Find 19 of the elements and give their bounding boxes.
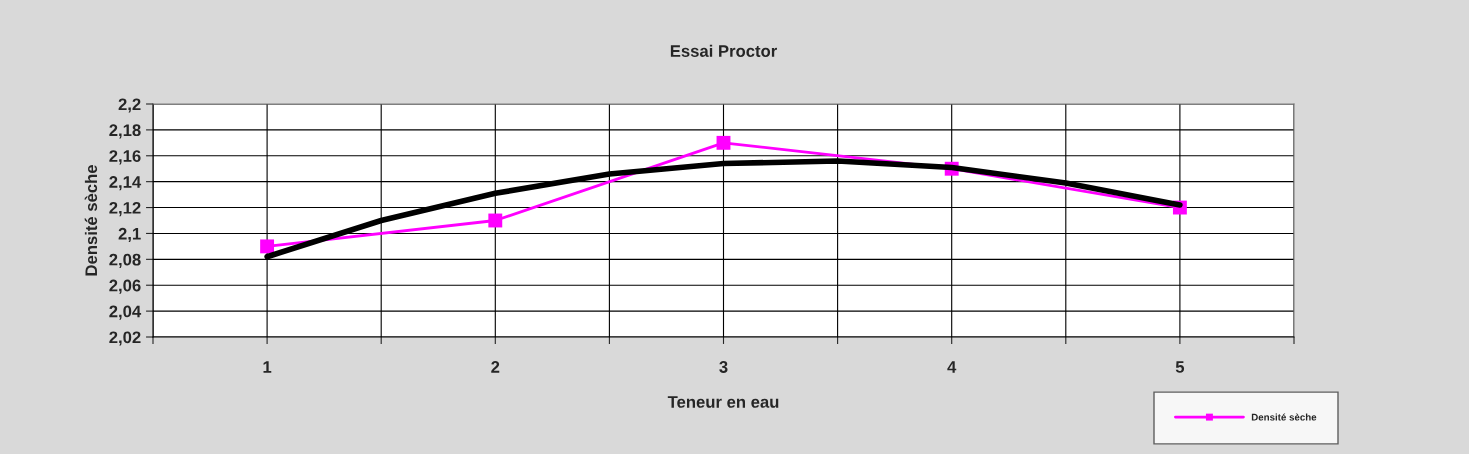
- chart-title: Essai Proctor: [670, 44, 777, 57]
- y-tick-label: 2,04: [109, 305, 142, 320]
- x-axis-title: Teneur en eau: [667, 396, 779, 408]
- x-tick-label: 4: [947, 361, 957, 373]
- y-tick-label: 2,2: [118, 98, 141, 113]
- y-tick-label: 2,08: [109, 253, 141, 268]
- x-tick-label: 5: [1175, 361, 1185, 373]
- y-tick-label: 2,1: [118, 227, 141, 243]
- y-tick-label: 2,02: [109, 331, 141, 346]
- text: Densité sèche: [1251, 413, 1317, 421]
- x-tick-label: 1: [263, 361, 272, 373]
- y-axis-title: Densité sèche: [84, 165, 98, 276]
- y-tick-label: 2,16: [109, 150, 141, 165]
- x-tick-label: 2: [491, 361, 500, 373]
- x-tick-label: 3: [719, 361, 728, 373]
- y-tick-label: 2,12: [109, 201, 141, 217]
- y-tick-label: 2,18: [109, 124, 141, 139]
- y-tick-label: 2,14: [109, 176, 142, 191]
- y-tick-label: 2,06: [109, 279, 141, 294]
